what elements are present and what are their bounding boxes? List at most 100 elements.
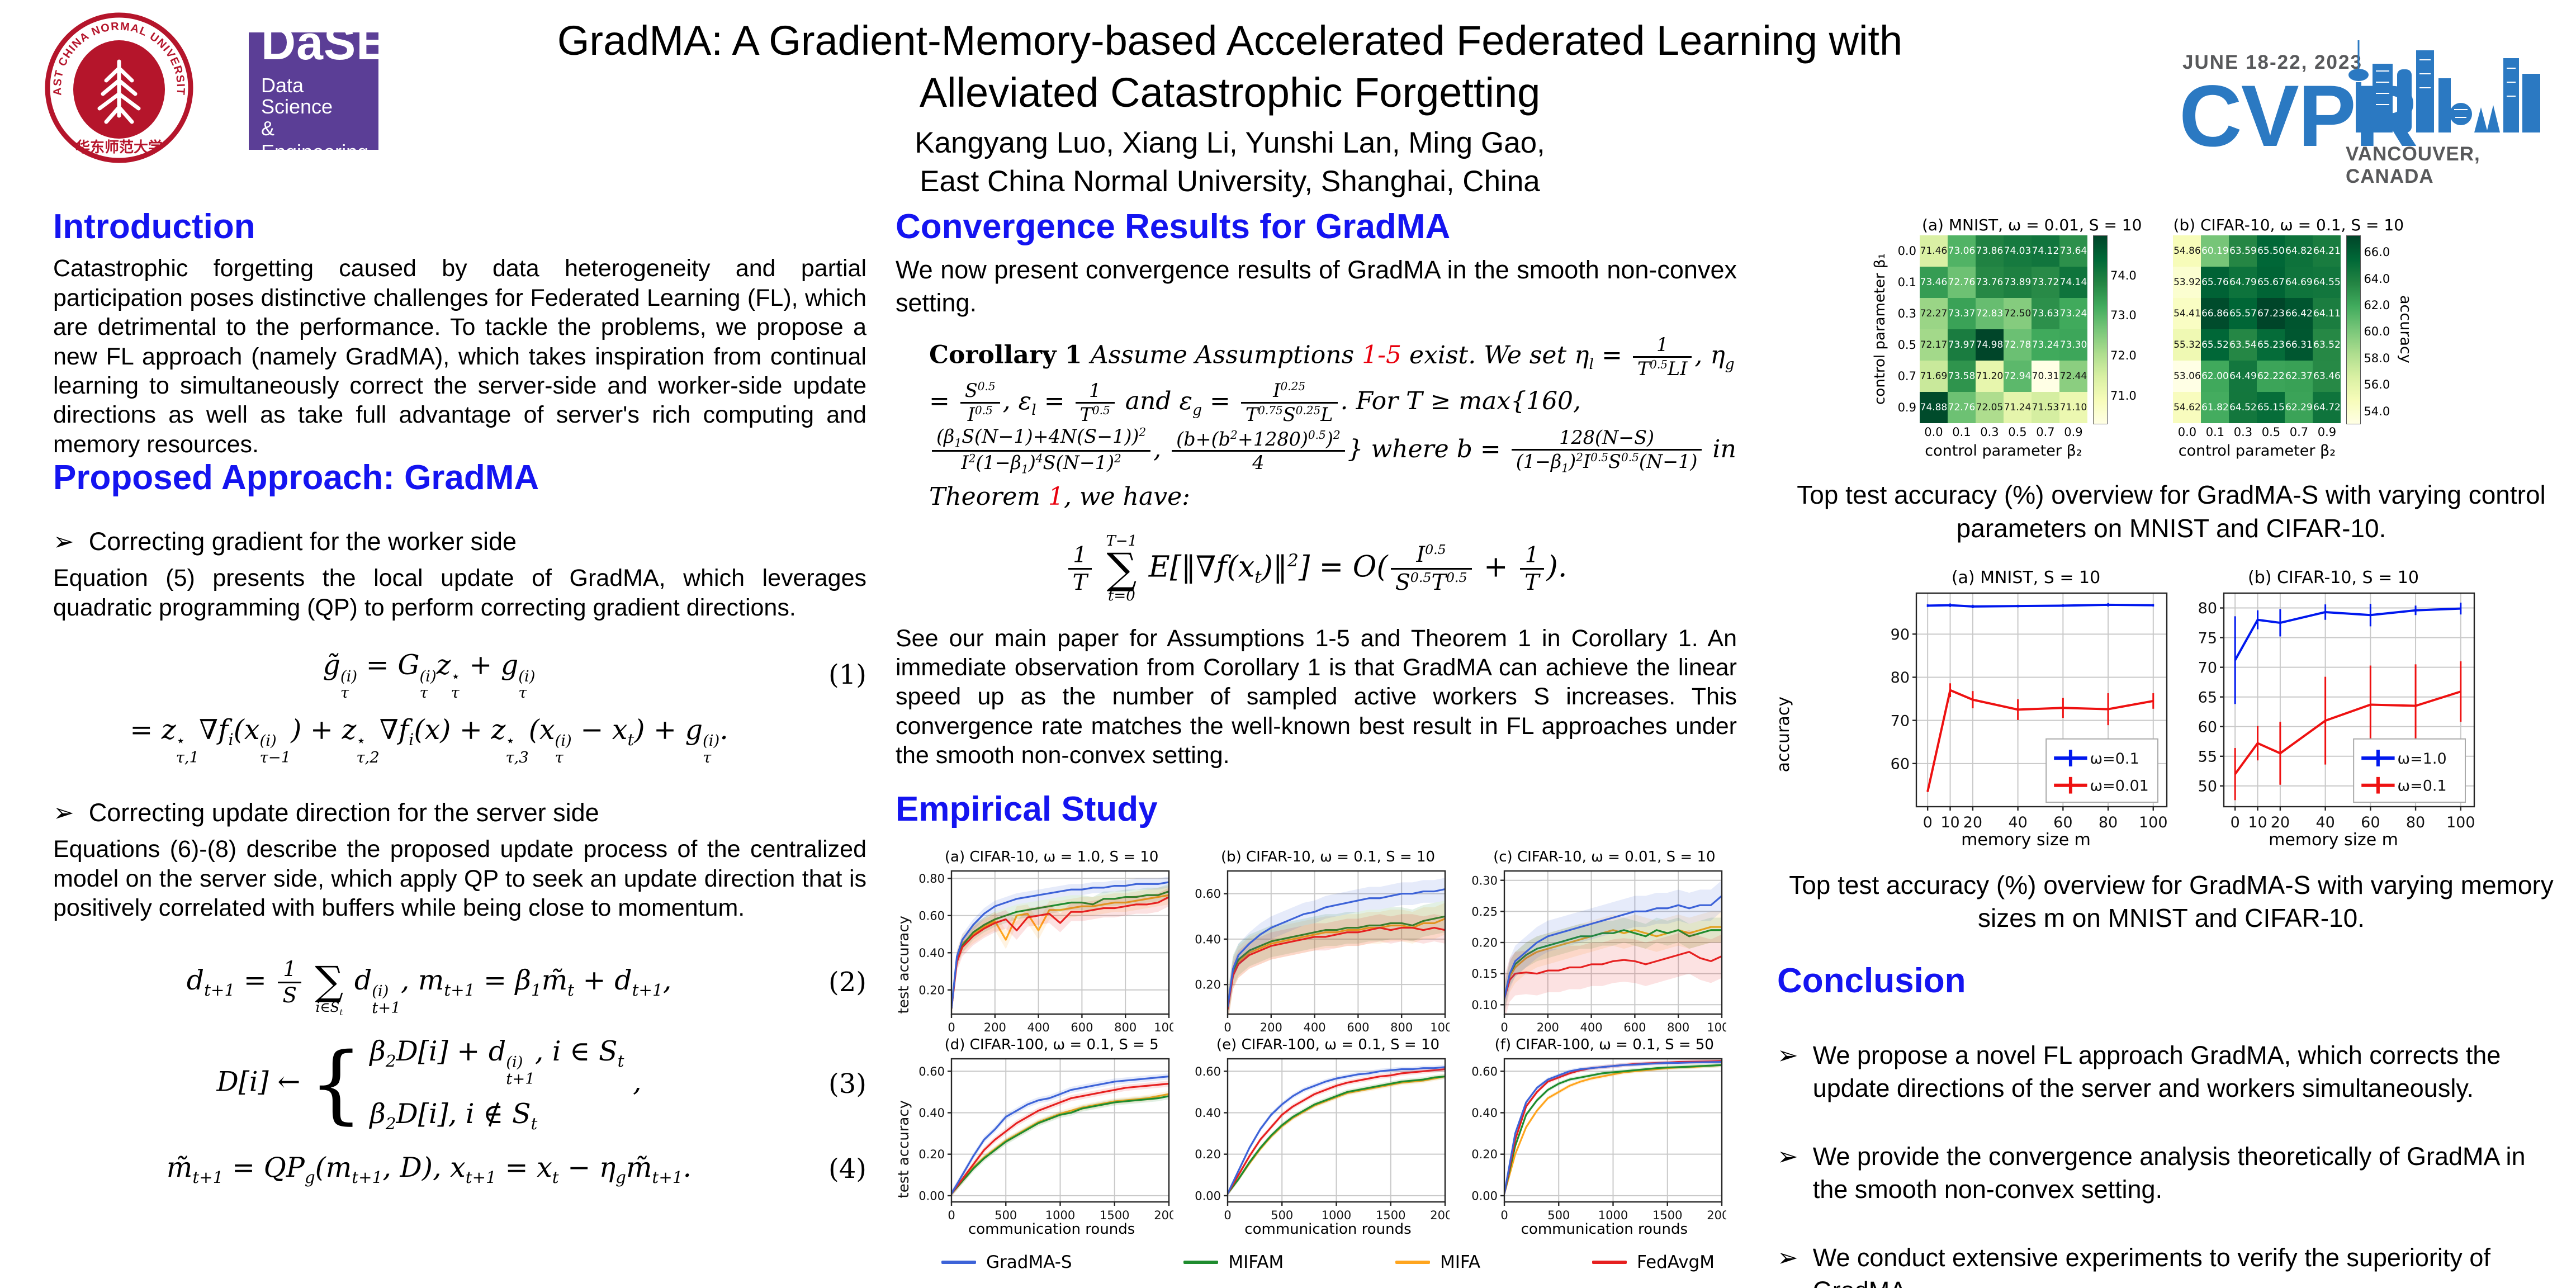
svg-text:60: 60 bbox=[2361, 814, 2380, 829]
heatmap-cell: 54.62 bbox=[2173, 392, 2201, 423]
heatmap-b-title: (b) CIFAR-10, ω = 0.1, S = 10 bbox=[2173, 216, 2404, 234]
arrow-bullet-icon: ➢ bbox=[1777, 1243, 1798, 1272]
svg-text:65: 65 bbox=[2198, 689, 2217, 706]
conclusion-bullet-1: ➢ We propose a novel FL approach GradMA,… bbox=[1777, 1039, 2565, 1105]
arrow-bullet-icon: ➢ bbox=[53, 527, 74, 556]
svg-text:ω=1.0: ω=1.0 bbox=[2398, 750, 2447, 767]
heatmap-b-body: 54.86 60.19 63.59 65.50 64.82 64.21 53.92 65.76… bbox=[2173, 235, 2471, 460]
subplot-f-title: (f) CIFAR-100, ω = 0.1, S = 50 bbox=[1494, 1036, 1714, 1054]
poster-title-line1: GradMA: A Gradient-Memory-based Accelera… bbox=[557, 17, 1903, 64]
heatmap-cell: 70.31 bbox=[2031, 361, 2059, 392]
cvpr-location: VANCOUVER, CANADA bbox=[2346, 143, 2480, 187]
memory-plot-b-title: (b) CIFAR-10, S = 10 bbox=[2248, 567, 2419, 588]
heatmap-a: (a) MNIST, ω = 0.01, S = 10 control para… bbox=[1872, 216, 2142, 460]
svg-text:80: 80 bbox=[2198, 600, 2217, 617]
heatmap-cell: 71.20 bbox=[1975, 361, 2004, 392]
subplot-b-chart: 0 200 400 600 800 1000 0.20 0.40 0.60 bbox=[1195, 866, 1460, 1034]
svg-text:400: 400 bbox=[1304, 1021, 1326, 1032]
svg-text:400: 400 bbox=[1027, 1021, 1050, 1032]
subplot-c-title: (c) CIFAR-10, ω = 0.01, S = 10 bbox=[1493, 849, 1716, 866]
svg-text:600: 600 bbox=[1071, 1021, 1093, 1032]
svg-text:ω=0.1: ω=0.1 bbox=[2398, 777, 2447, 794]
memory-plot-b-chart: 0 10 20 40 60 80 100 50 55 60 65 70 75 80 ω=1.0 ω=0.1 bbox=[2188, 589, 2479, 831]
heatmap-cell: 65.57 bbox=[2229, 298, 2257, 329]
conclusion-bullet-2: ➢ We provide the convergence analysis th… bbox=[1777, 1140, 2565, 1206]
svg-text:0.30: 0.30 bbox=[1472, 874, 1498, 887]
heatmap-cell: 73.76 bbox=[1975, 267, 2004, 298]
svg-text:0: 0 bbox=[1500, 1209, 1508, 1220]
heatmap-cell: 72.17 bbox=[1919, 329, 1948, 361]
affiliation: East China Normal University, Shanghai, … bbox=[920, 165, 1540, 198]
equation-1-body: g̃ (i) τ = G (i) τ z ⋆ τ + g (i) τ bbox=[323, 649, 536, 702]
heatmap-a-body: control parameter β₁ 0.0 0.1 0.3 0.5 0.7 0.9 71… bbox=[1872, 235, 2142, 460]
left-column: Introduction Catastrophic forgetting cau… bbox=[53, 207, 866, 1188]
memory-plot-a-title: (a) MNIST, S = 10 bbox=[1951, 567, 2101, 588]
equation-4-body: m̃t+1 = QPg(mt+1, D), xt+1 = xt − ηgm̃t+… bbox=[166, 1152, 692, 1187]
colorbar-label: accuracy bbox=[2397, 295, 2414, 363]
legend-label: FedAvgM bbox=[1636, 1252, 1715, 1273]
heatmap-ylabel: control parameter β₁ bbox=[1871, 253, 1888, 405]
heatmap-cell: 64.52 bbox=[2229, 392, 2257, 423]
svg-text:70: 70 bbox=[1891, 712, 1910, 730]
svg-text:1000: 1000 bbox=[1045, 1209, 1075, 1220]
empirical-subplot-e: (e) CIFAR-100, ω = 0.1, S = 10 0 500 1000 1… bbox=[1195, 1036, 1460, 1238]
svg-text:60: 60 bbox=[2198, 718, 2217, 736]
svg-text:60: 60 bbox=[2053, 814, 2072, 829]
subplot-d-title: (d) CIFAR-100, ω = 0.1, S = 5 bbox=[944, 1036, 1159, 1054]
heatmap-cell: 64.21 bbox=[2313, 235, 2341, 267]
intro-body: Catastrophic forgetting caused by data h… bbox=[53, 255, 866, 458]
legend-label: GradMA-S bbox=[986, 1252, 1072, 1273]
svg-text:600: 600 bbox=[1347, 1021, 1370, 1032]
approach-bullet-1: ➢ Correcting gradient for the worker sid… bbox=[53, 527, 866, 557]
memory-plot-b-xlabel: memory size m bbox=[2269, 830, 2398, 850]
poster-title-line2: Alleviated Catastrophic Forgetting bbox=[919, 69, 1541, 116]
svg-text:10: 10 bbox=[2248, 814, 2267, 829]
svg-text:0.40: 0.40 bbox=[1195, 1106, 1221, 1120]
heatmap-cell: 60.19 bbox=[2201, 235, 2229, 267]
svg-text:0.40: 0.40 bbox=[919, 1106, 945, 1120]
heatmap-cell: 53.92 bbox=[2173, 267, 2201, 298]
heatmap-figure: (a) MNIST, ω = 0.01, S = 10 control para… bbox=[1777, 216, 2565, 460]
vancouver-skyline-icon bbox=[2348, 40, 2540, 132]
columns: Introduction Catastrophic forgetting cau… bbox=[0, 207, 2576, 1288]
heatmap-cell: 72.44 bbox=[2059, 361, 2087, 392]
dase-logo: DaSE Data Science & Engineering bbox=[249, 19, 389, 163]
legend-item-fedavgm: FedAvgM bbox=[1592, 1252, 1715, 1272]
heatmap-xlabel: control parameter β₂ bbox=[1925, 442, 2082, 460]
heatmap-cell: 54.41 bbox=[2173, 298, 2201, 329]
heatmap-a-title: (a) MNIST, ω = 0.01, S = 10 bbox=[1921, 216, 2142, 234]
intro-heading: Introduction bbox=[53, 207, 255, 246]
approach-para-1: Equation (5) presents the local update o… bbox=[53, 565, 866, 621]
heatmap-cell: 73.06 bbox=[1947, 235, 1976, 267]
svg-text:0.60: 0.60 bbox=[919, 909, 945, 922]
svg-text:100: 100 bbox=[2139, 814, 2168, 829]
heatmap-cell: 73.72 bbox=[2031, 267, 2059, 298]
svg-text:400: 400 bbox=[1580, 1021, 1602, 1032]
equation-3-body: D[i] ← {β2D[i] + d (i) t+1, i ∈ St β2D[i], … bbox=[216, 1034, 642, 1134]
heatmap-cell: 74.88 bbox=[1919, 392, 1948, 423]
svg-text:0.60: 0.60 bbox=[1195, 887, 1221, 901]
legend-item-mifam: MIFAM bbox=[1183, 1252, 1284, 1272]
svg-text:1500: 1500 bbox=[1652, 1209, 1682, 1220]
equation-2-number: (2) bbox=[828, 967, 866, 998]
conclusion-bullets: ➢ We propose a novel FL approach GradMA,… bbox=[1777, 1039, 2565, 1288]
subplot-f-xlabel: communication rounds bbox=[1521, 1221, 1688, 1238]
svg-text:0: 0 bbox=[1224, 1209, 1232, 1220]
svg-text:80: 80 bbox=[1891, 669, 1910, 686]
svg-text:500: 500 bbox=[1547, 1209, 1570, 1220]
heatmap-cell: 64.82 bbox=[2285, 235, 2313, 267]
memory-plot-a: (a) MNIST, S = 10 0 10 20 40 60 80 100 60 70 80 90… bbox=[1881, 568, 2171, 850]
heatmap-cell: 73.89 bbox=[2003, 267, 2032, 298]
empirical-subplot-b: (b) CIFAR-10, ω = 0.1, S = 10 0 200 400 600… bbox=[1195, 849, 1460, 1034]
svg-text:55: 55 bbox=[2198, 748, 2217, 765]
heatmap-cell: 72.27 bbox=[1919, 298, 1948, 329]
heatmap-cell: 65.50 bbox=[2257, 235, 2285, 267]
svg-text:0.15: 0.15 bbox=[1472, 967, 1498, 981]
heatmap-caption: Top test accuracy (%) overview for GradM… bbox=[1797, 480, 2546, 543]
svg-text:0.20: 0.20 bbox=[919, 1148, 945, 1161]
heatmap-cell: 62.00 bbox=[2201, 361, 2229, 392]
svg-text:500: 500 bbox=[995, 1209, 1017, 1220]
